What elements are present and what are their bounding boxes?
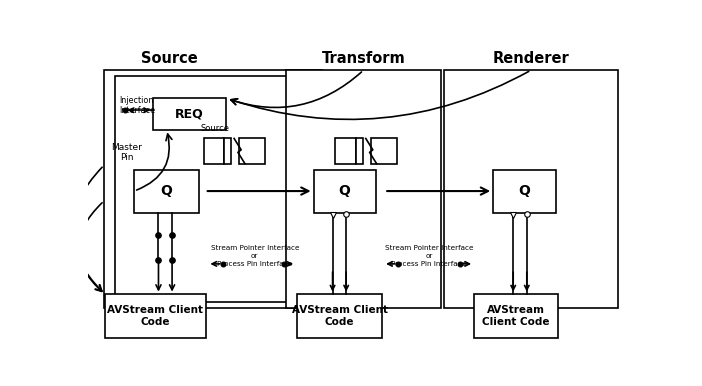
- FancyArrowPatch shape: [231, 71, 529, 119]
- FancyArrowPatch shape: [72, 167, 102, 291]
- Text: Source: Source: [200, 124, 229, 133]
- Bar: [286, 70, 442, 308]
- Bar: [104, 70, 322, 308]
- Bar: [336, 139, 356, 164]
- Bar: [371, 139, 397, 164]
- Text: Q: Q: [338, 184, 350, 198]
- Text: Injection
Interface: Injection Interface: [119, 96, 155, 115]
- Text: Q: Q: [518, 184, 530, 198]
- Text: Stream Pointer Interface
or
Process Pin Interface: Stream Pointer Interface or Process Pin …: [211, 245, 299, 267]
- Text: Stream Pointer Interface
or
Process Pin Interface: Stream Pointer Interface or Process Pin …: [385, 245, 473, 267]
- Text: Transform: Transform: [322, 51, 406, 66]
- Bar: [134, 170, 199, 213]
- Text: Q: Q: [161, 184, 173, 198]
- FancyArrowPatch shape: [79, 203, 102, 291]
- Bar: [105, 295, 206, 338]
- Bar: [493, 170, 556, 213]
- Bar: [204, 139, 225, 164]
- Bar: [356, 139, 363, 164]
- Text: Master
Pin: Master Pin: [112, 143, 143, 162]
- Text: Source: Source: [141, 51, 198, 66]
- Text: AVStream
Client Code: AVStream Client Code: [482, 305, 550, 327]
- Bar: [115, 76, 308, 302]
- FancyArrowPatch shape: [231, 72, 362, 107]
- FancyArrowPatch shape: [137, 134, 172, 190]
- Bar: [239, 139, 265, 164]
- Text: AVStream Client
Code: AVStream Client Code: [107, 305, 203, 327]
- Text: Renderer: Renderer: [493, 51, 569, 66]
- Text: REQ: REQ: [175, 107, 204, 120]
- Bar: [297, 295, 382, 338]
- Bar: [444, 70, 618, 308]
- Bar: [153, 98, 227, 130]
- Bar: [314, 170, 376, 213]
- Bar: [474, 295, 558, 338]
- Text: AVStream Client
Code: AVStream Client Code: [291, 305, 388, 327]
- Bar: [225, 139, 232, 164]
